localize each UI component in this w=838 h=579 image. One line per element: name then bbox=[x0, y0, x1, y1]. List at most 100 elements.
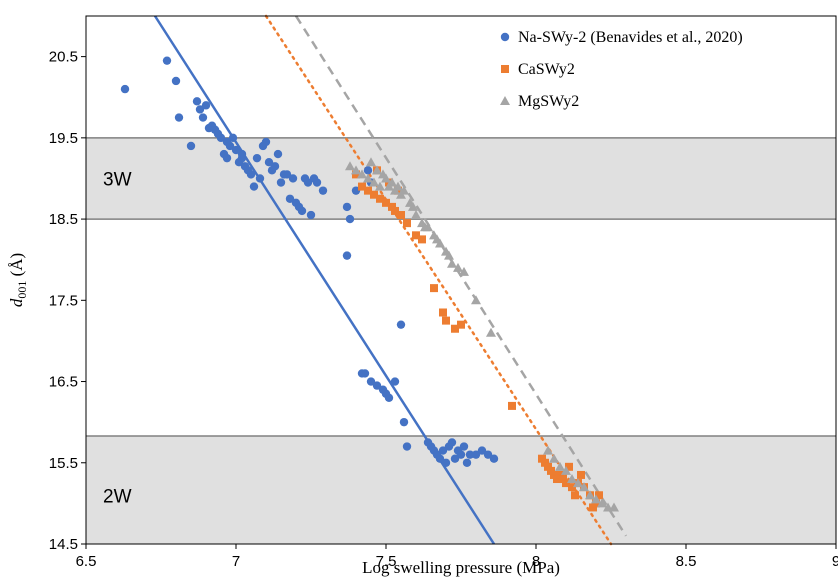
data-point-circle bbox=[363, 166, 373, 175]
data-point-triangle bbox=[549, 453, 559, 463]
data-point-circle bbox=[225, 141, 235, 151]
data-point-triangle bbox=[543, 445, 553, 455]
data-point-square bbox=[547, 466, 555, 475]
band-label-3w: 3W bbox=[103, 169, 132, 190]
data-point-square bbox=[403, 219, 411, 228]
data-point-square bbox=[388, 202, 396, 211]
data-point-circle bbox=[402, 442, 412, 451]
data-point-circle bbox=[192, 97, 202, 106]
data-point-circle bbox=[228, 133, 238, 143]
data-point-circle bbox=[399, 417, 409, 427]
hydration-bands: 3W 2W bbox=[86, 137, 836, 544]
legend: Na-SWy-2 (Benavides et al., 2020) CaSWy2 M… bbox=[500, 29, 743, 110]
data-point-circle bbox=[249, 182, 259, 191]
data-point-circle bbox=[246, 170, 256, 179]
data-point-triangle bbox=[420, 222, 430, 232]
y-axis-title-main: d bbox=[7, 298, 26, 307]
data-point-triangle bbox=[375, 181, 385, 191]
data-point-circle bbox=[306, 210, 316, 220]
data-point-triangle bbox=[396, 189, 406, 199]
data-point-circle bbox=[186, 141, 196, 151]
trendline-dashed bbox=[294, 15, 628, 537]
data-point-circle bbox=[447, 438, 457, 447]
data-point-circle bbox=[345, 214, 355, 224]
data-point-triangle bbox=[444, 250, 454, 260]
y-tick-label: 17.5 bbox=[49, 292, 78, 309]
x-tick-label: 8.5 bbox=[676, 553, 697, 570]
data-point-circle bbox=[195, 105, 205, 114]
y-tick-label: 19.5 bbox=[49, 130, 78, 147]
data-point-circle bbox=[390, 377, 400, 386]
data-point-triangle bbox=[447, 258, 457, 268]
data-point-circle bbox=[465, 450, 475, 459]
data-point-circle bbox=[396, 320, 406, 329]
data-point-triangle bbox=[597, 498, 607, 508]
data-point-circle bbox=[477, 446, 487, 455]
y-tick-label: 18.5 bbox=[49, 211, 78, 228]
data-point-square bbox=[571, 491, 579, 500]
data-point-square bbox=[457, 320, 465, 329]
data-point-square bbox=[556, 470, 564, 479]
data-point-square bbox=[508, 401, 516, 410]
data-point-circle bbox=[435, 454, 445, 463]
data-point-circle bbox=[252, 153, 262, 163]
data-point-square bbox=[559, 475, 567, 484]
data-point-triangle bbox=[591, 494, 601, 504]
legend-label-circle: Na-SWy-2 (Benavides et al., 2020) bbox=[518, 29, 743, 46]
data-point-triangle bbox=[432, 234, 442, 244]
data-point-circle bbox=[441, 458, 451, 467]
data-point-triangle bbox=[459, 266, 469, 276]
data-point-square bbox=[577, 470, 585, 479]
y-axis-title: d001 (Å) bbox=[7, 253, 29, 307]
data-point-circle bbox=[366, 377, 376, 386]
data-point-circle bbox=[456, 450, 466, 459]
data-point-circle bbox=[459, 442, 469, 451]
data-point-circle bbox=[360, 369, 370, 378]
data-point-triangle bbox=[390, 185, 400, 195]
data-point-circle bbox=[264, 158, 274, 167]
data-point-square bbox=[451, 324, 459, 333]
data-point-circle bbox=[282, 170, 292, 179]
data-point-circle bbox=[489, 454, 499, 463]
plot-frame bbox=[85, 15, 837, 545]
data-point-circle bbox=[309, 174, 319, 183]
data-point-square bbox=[550, 470, 558, 479]
data-point-triangle bbox=[486, 327, 496, 337]
data-point-square bbox=[391, 206, 399, 215]
data-point-square bbox=[394, 186, 402, 195]
y-tick-label: 15.5 bbox=[49, 455, 78, 472]
data-point-square bbox=[553, 475, 561, 484]
data-point-square bbox=[412, 231, 420, 240]
data-point-triangle bbox=[378, 169, 388, 179]
y-tick-label: 14.5 bbox=[49, 536, 78, 553]
data-point-triangle bbox=[585, 490, 595, 500]
data-point-triangle bbox=[609, 502, 619, 512]
x-tick-label: 7 bbox=[232, 553, 240, 570]
data-point-triangle bbox=[573, 478, 583, 488]
legend-marker-triangle bbox=[500, 96, 510, 105]
data-point-circle bbox=[318, 186, 328, 195]
x-axis-title: Log swelling pressure (MPa) bbox=[362, 558, 560, 577]
data-point-circle bbox=[222, 153, 232, 163]
data-point-circle bbox=[201, 101, 211, 110]
data-point-square bbox=[418, 235, 426, 244]
data-point-triangle bbox=[471, 295, 481, 305]
data-point-circle bbox=[255, 174, 265, 183]
data-point-triangle bbox=[579, 482, 589, 492]
data-point-square bbox=[541, 458, 549, 467]
data-point-square bbox=[439, 308, 447, 317]
data-point-square bbox=[544, 462, 552, 471]
data-point-circle bbox=[258, 141, 268, 151]
legend-marker-square bbox=[501, 65, 509, 73]
data-points bbox=[120, 56, 619, 512]
data-point-circle bbox=[285, 194, 295, 203]
data-point-triangle bbox=[561, 465, 571, 475]
data-point-circle bbox=[297, 206, 307, 216]
data-point-circle bbox=[174, 113, 184, 122]
data-point-triangle bbox=[555, 461, 565, 471]
data-point-circle bbox=[342, 202, 352, 212]
data-point-circle bbox=[276, 178, 286, 187]
data-point-square bbox=[568, 483, 576, 492]
data-point-circle bbox=[171, 76, 181, 86]
legend-label-square: CaSWy2 bbox=[518, 61, 575, 78]
